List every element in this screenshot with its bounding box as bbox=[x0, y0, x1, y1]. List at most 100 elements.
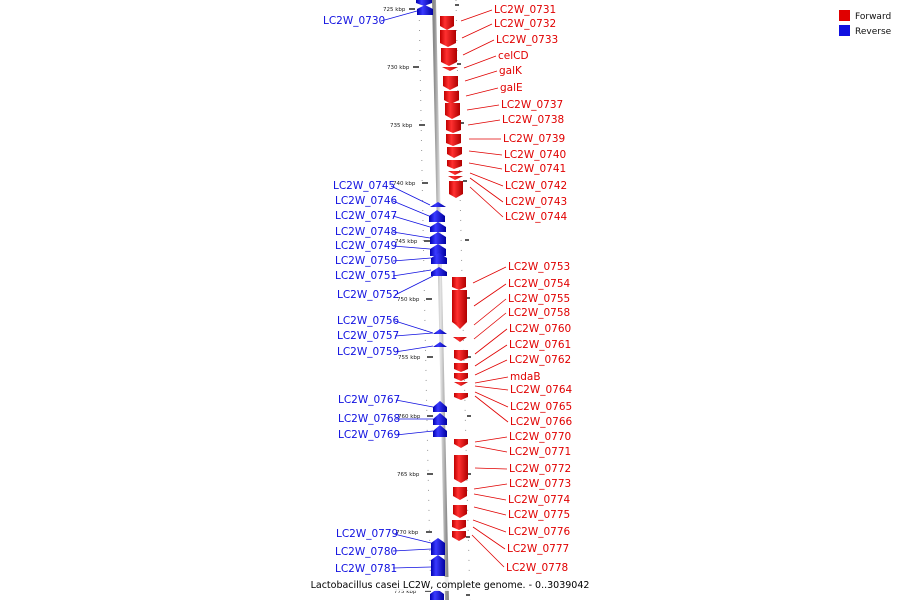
gene-label-forward[interactable]: LC2W_0765 bbox=[510, 401, 572, 413]
forward-gene[interactable] bbox=[452, 520, 466, 530]
gene-label-reverse[interactable]: LC2W_0751 bbox=[335, 270, 397, 282]
gene-label-forward[interactable]: LC2W_0753 bbox=[508, 261, 570, 273]
gene-label-forward[interactable]: LC2W_0762 bbox=[509, 354, 571, 366]
gene-label-forward[interactable]: LC2W_0775 bbox=[508, 509, 570, 521]
gene-label-forward[interactable]: LC2W_0740 bbox=[504, 149, 566, 161]
forward-gene[interactable] bbox=[454, 439, 468, 448]
forward-gene[interactable] bbox=[448, 171, 463, 175]
gene-label-reverse[interactable]: LC2W_0781 bbox=[335, 563, 397, 575]
gene-label-reverse[interactable]: LC2W_0749 bbox=[335, 240, 397, 252]
forward-gene[interactable] bbox=[454, 455, 468, 483]
gene-label-forward[interactable]: LC2W_0761 bbox=[509, 339, 571, 351]
forward-gene[interactable] bbox=[441, 48, 457, 66]
gene-label-forward[interactable]: LC2W_0766 bbox=[510, 416, 573, 428]
forward-gene[interactable] bbox=[449, 181, 463, 198]
gene-label-forward[interactable]: LC2W_0741 bbox=[504, 163, 566, 175]
forward-gene[interactable] bbox=[453, 505, 467, 518]
gene-label-reverse[interactable]: LC2W_0757 bbox=[337, 330, 399, 342]
forward-gene[interactable] bbox=[443, 76, 458, 90]
gene-label-forward[interactable]: galE bbox=[500, 82, 523, 94]
reverse-gene[interactable] bbox=[431, 538, 445, 555]
gene-label-forward[interactable]: LC2W_0742 bbox=[505, 180, 567, 192]
forward-gene[interactable] bbox=[442, 67, 458, 71]
gene-label-forward[interactable]: LC2W_0760 bbox=[509, 323, 571, 335]
gene-label-forward[interactable]: LC2W_0738 bbox=[502, 114, 564, 126]
reverse-gene[interactable] bbox=[430, 244, 446, 256]
forward-gene[interactable] bbox=[453, 487, 467, 500]
reverse-gene[interactable] bbox=[429, 210, 445, 222]
forward-gene[interactable] bbox=[446, 120, 461, 133]
gene-label-reverse[interactable]: LC2W_0748 bbox=[335, 226, 397, 238]
gene-label-forward[interactable]: LC2W_0737 bbox=[501, 99, 563, 111]
gene-label-forward[interactable]: LC2W_0773 bbox=[509, 478, 571, 490]
forward-gene[interactable] bbox=[445, 103, 460, 119]
reverse-gene[interactable] bbox=[433, 425, 447, 437]
reverse-gene[interactable] bbox=[431, 555, 445, 576]
gene-label-forward[interactable]: LC2W_0733 bbox=[496, 34, 558, 46]
gene-label-forward[interactable]: LC2W_0774 bbox=[508, 494, 571, 506]
forward-gene[interactable] bbox=[440, 30, 456, 47]
reverse-gene[interactable] bbox=[430, 202, 446, 207]
gene-label-forward[interactable]: LC2W_0739 bbox=[503, 133, 565, 145]
forward-gene[interactable] bbox=[454, 350, 468, 361]
gene-label-reverse[interactable]: LC2W_0769 bbox=[338, 429, 400, 441]
reverse-gene[interactable] bbox=[431, 267, 447, 276]
forward-gene[interactable] bbox=[440, 16, 454, 30]
forward-gene[interactable] bbox=[447, 147, 462, 158]
leader-line bbox=[467, 119, 501, 126]
gene-label-forward[interactable]: LC2W_0744 bbox=[505, 211, 568, 223]
gene-label-forward[interactable]: LC2W_0758 bbox=[508, 307, 570, 319]
reverse-gene[interactable] bbox=[430, 222, 446, 232]
gene-label-forward[interactable]: LC2W_0778 bbox=[506, 562, 568, 574]
forward-gene[interactable] bbox=[454, 382, 468, 386]
reverse-gene[interactable] bbox=[433, 413, 447, 425]
gene-label-reverse[interactable]: LC2W_0767 bbox=[338, 394, 400, 406]
reverse-gene[interactable] bbox=[433, 401, 447, 412]
forward-gene[interactable] bbox=[452, 531, 466, 541]
gene-label-forward[interactable]: LC2W_0754 bbox=[508, 278, 571, 290]
reverse-gene[interactable] bbox=[433, 342, 447, 347]
gene-label-reverse[interactable]: LC2W_0780 bbox=[335, 546, 397, 558]
forward-gene[interactable] bbox=[446, 134, 461, 146]
leader-line bbox=[469, 186, 504, 218]
gene-label-reverse[interactable]: LC2W_0779 bbox=[336, 528, 398, 540]
gene-label-forward[interactable]: LC2W_0770 bbox=[509, 431, 571, 443]
reverse-gene[interactable] bbox=[416, 0, 432, 6]
forward-gene[interactable] bbox=[448, 176, 463, 180]
reverse-gene[interactable] bbox=[430, 589, 444, 600]
gene-label-forward[interactable]: LC2W_0772 bbox=[509, 463, 571, 475]
forward-gene[interactable] bbox=[454, 373, 468, 381]
forward-gene[interactable] bbox=[453, 337, 467, 342]
gene-label-reverse[interactable]: LC2W_0759 bbox=[337, 346, 399, 358]
gene-label-reverse[interactable]: LC2W_0730 bbox=[323, 15, 385, 27]
gene-label-reverse[interactable]: LC2W_0745 bbox=[333, 180, 395, 192]
gene-label-reverse[interactable]: LC2W_0768 bbox=[338, 413, 400, 425]
forward-gene[interactable] bbox=[453, 322, 467, 329]
reverse-gene[interactable] bbox=[433, 329, 447, 334]
gene-label-forward[interactable]: LC2W_0743 bbox=[505, 196, 567, 208]
forward-gene[interactable] bbox=[454, 393, 468, 400]
forward-gene[interactable] bbox=[444, 91, 459, 104]
gene-label-reverse[interactable]: LC2W_0746 bbox=[335, 195, 398, 207]
gene-label-forward[interactable]: LC2W_0764 bbox=[510, 384, 573, 396]
forward-gene[interactable] bbox=[452, 290, 467, 327]
gene-label-forward[interactable]: LC2W_0776 bbox=[508, 526, 571, 538]
gene-label-forward[interactable]: LC2W_0732 bbox=[494, 18, 556, 30]
gene-label-forward[interactable]: LC2W_0731 bbox=[494, 4, 556, 16]
gene-label-forward[interactable]: mdaB bbox=[510, 371, 541, 383]
reverse-gene[interactable] bbox=[431, 253, 447, 264]
gene-label-forward[interactable]: LC2W_0777 bbox=[507, 543, 569, 555]
reverse-gene[interactable] bbox=[430, 232, 446, 244]
gene-label-forward[interactable]: celCD bbox=[498, 50, 529, 62]
gene-label-forward[interactable]: LC2W_0771 bbox=[509, 446, 571, 458]
gene-label-reverse[interactable]: LC2W_0747 bbox=[335, 210, 397, 222]
gene-label-forward[interactable]: LC2W_0755 bbox=[508, 293, 570, 305]
gene-label-reverse[interactable]: LC2W_0756 bbox=[337, 315, 400, 327]
reverse-gene[interactable] bbox=[417, 5, 433, 15]
gene-label-reverse[interactable]: LC2W_0750 bbox=[335, 255, 397, 267]
forward-gene[interactable] bbox=[454, 363, 468, 372]
forward-gene[interactable] bbox=[452, 277, 466, 290]
gene-label-reverse[interactable]: LC2W_0752 bbox=[337, 289, 399, 301]
forward-gene[interactable] bbox=[447, 160, 462, 169]
gene-label-forward[interactable]: galK bbox=[499, 65, 523, 77]
